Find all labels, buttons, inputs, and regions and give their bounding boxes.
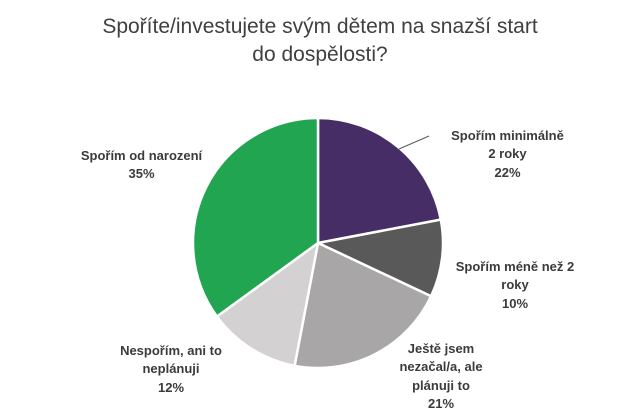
label-line: Spořím minimálně: [451, 128, 564, 143]
label-line: roky: [501, 277, 529, 293]
label-line: Nespořím, ani to: [120, 343, 222, 358]
label-percent: 10%: [501, 295, 529, 311]
pie-slice-sporim-minimalne-2-roky: [316, 116, 443, 245]
pie-slice-sporim-mene-nez-2-roky: [316, 218, 445, 298]
chart-title: Spoříte/investujete svým dětem na snazší…: [0, 13, 640, 70]
label-percent: 12%: [157, 379, 185, 395]
pie-slice-nesporim-ani-to-neplanuji: [215, 241, 320, 368]
label-leader-line: [398, 135, 430, 150]
label-line: Ještě jsem: [407, 341, 475, 356]
label-line: neplánuji: [142, 361, 200, 377]
label-percent: 35%: [128, 166, 155, 182]
label-percent: 21%: [427, 396, 455, 412]
chart-title-line2: do dospělosti?: [252, 43, 388, 67]
label-line: 2 roky: [488, 146, 527, 162]
pie-slice-sporim-od-narozeni: [191, 116, 320, 318]
pie-slice-jeste-jsem-nezacal-a-ale-planuji-to: [293, 241, 433, 370]
slice-label-nesporim-ani-to-neplanuji: Nespořím, ani to neplánuji 12%: [86, 342, 256, 397]
label-line: Spořím od narození: [80, 148, 203, 163]
label-line: plánuji to: [412, 377, 470, 393]
slice-label-jeste-jsem-nezacal-a-ale-planuji-to: Ještě jsem nezačal/a, ale plánuji to 21%: [366, 340, 516, 413]
slice-label-sporim-minimalne-2-roky: Spořím minimálně 2 roky 22%: [420, 127, 595, 182]
label-line: Spořím méně než 2: [455, 259, 575, 274]
chart-title-line1: Spoříte/investujete svým dětem na snazší…: [102, 15, 538, 38]
label-percent: 22%: [494, 164, 521, 180]
slice-label-sporim-mene-nez-2-roky: Spořím méně než 2 roky 10%: [430, 258, 600, 313]
slice-label-sporim-od-narozeni: Spořím od narození 35%: [34, 147, 249, 184]
label-line: nezačal/a, ale: [399, 359, 483, 375]
